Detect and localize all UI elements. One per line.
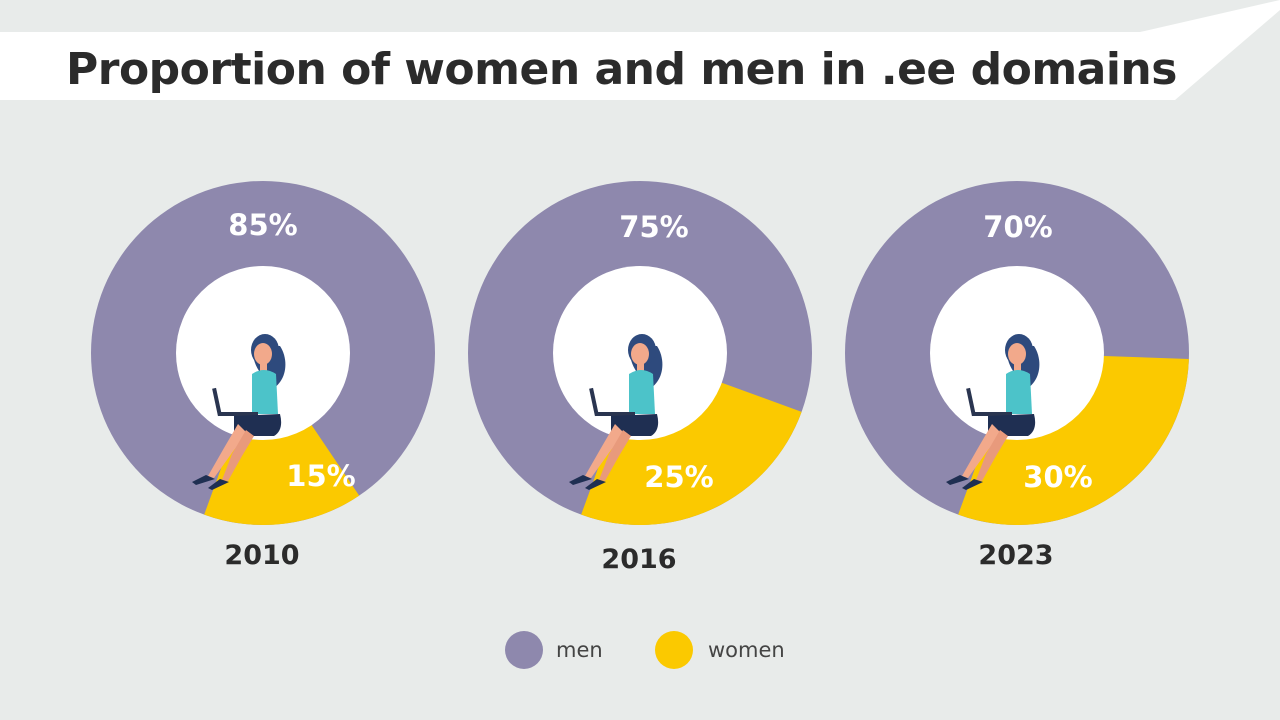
- woman-laptop-illustration: [192, 334, 286, 490]
- neck: [637, 363, 644, 372]
- men-percent-label: 70%: [983, 210, 1053, 244]
- laptop-screen: [212, 387, 222, 417]
- donut-svg-2010: [91, 181, 435, 526]
- leg-right: [222, 430, 254, 481]
- men-percent-label: 75%: [619, 210, 689, 244]
- woman-laptop-illustration: [946, 334, 1040, 490]
- shoe-right: [962, 479, 983, 490]
- leg-left: [208, 424, 248, 478]
- face: [631, 343, 649, 365]
- legend-swatch-women: [655, 631, 693, 669]
- leg-left: [962, 424, 1002, 478]
- legend-swatch-men: [505, 631, 543, 669]
- shirt: [1006, 370, 1032, 414]
- donut-svg-2016: [468, 181, 812, 526]
- neck: [1014, 363, 1021, 372]
- donut-chart-2010: 85% 15%: [88, 178, 438, 528]
- year-label-2010: 2010: [224, 540, 300, 571]
- laptop-base: [972, 412, 1012, 416]
- legend-label-men: men: [556, 638, 603, 662]
- shoe-left: [946, 475, 969, 485]
- women-percent-label: 15%: [286, 459, 356, 493]
- shirt: [629, 370, 655, 414]
- laptop-base: [218, 412, 258, 416]
- year-label-2016: 2016: [601, 544, 677, 575]
- donut-chart-2016: 75% 25%: [465, 178, 815, 528]
- men-percent-label: 85%: [228, 208, 298, 242]
- title-banner: [0, 0, 1280, 100]
- laptop-screen: [966, 387, 976, 417]
- page-title: Proportion of women and men in .ee domai…: [66, 44, 1177, 95]
- laptop-base: [595, 412, 635, 416]
- laptop-screen: [589, 387, 599, 417]
- donut-svg-2023: [845, 181, 1189, 526]
- neck: [260, 363, 267, 372]
- leg-right: [976, 430, 1008, 481]
- shoe-right: [208, 479, 229, 490]
- year-label-2023: 2023: [978, 540, 1054, 571]
- women-percent-label: 25%: [644, 460, 714, 494]
- donut-chart-2023: 70% 30%: [842, 178, 1192, 528]
- woman-laptop-illustration: [569, 334, 663, 490]
- face: [254, 343, 272, 365]
- face: [1008, 343, 1026, 365]
- women-slice: [204, 353, 360, 526]
- leg-right: [599, 430, 631, 481]
- shoe-right: [585, 479, 606, 490]
- women-percent-label: 30%: [1023, 460, 1093, 494]
- leg-left: [585, 424, 625, 478]
- shirt: [252, 370, 278, 414]
- shoe-left: [569, 475, 592, 485]
- legend-label-women: women: [708, 638, 785, 662]
- shoe-left: [192, 475, 215, 485]
